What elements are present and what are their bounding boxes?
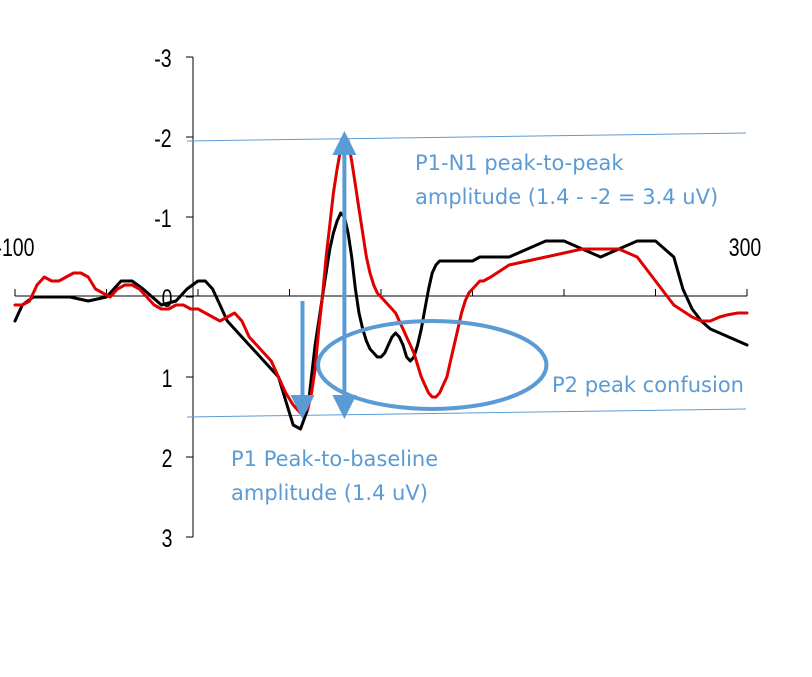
- annotation-peak-to-peak: P1-N1 peak-to-peak amplitude (1.4 - -2 =…: [415, 151, 718, 209]
- y-tick-label: -2: [154, 125, 171, 153]
- reference-line-1: [186, 132, 747, 142]
- x-tick-label-max: 300: [729, 234, 762, 262]
- annotation-peak-to-peak-line1: P1-N1 peak-to-peak: [415, 151, 624, 175]
- y-tick-labels: -3 -2 -1 0 1 2 3: [154, 45, 172, 553]
- reference-line-2: [186, 408, 747, 418]
- annotation-baseline-line1: P1 Peak-to-baseline: [231, 447, 438, 471]
- annotation-p2-confusion-line1: P2 peak confusion: [552, 373, 744, 397]
- y-tick-label: -1: [154, 205, 171, 233]
- y-tick-label: 0: [162, 285, 173, 313]
- annotation-markers: [290, 131, 549, 419]
- annotation-p2-confusion: P2 peak confusion: [552, 373, 744, 397]
- y-tick-label: -3: [154, 45, 171, 73]
- y-tick-label: 2: [162, 445, 173, 473]
- annotation-baseline: P1 Peak-to-baseline amplitude (1.4 uV): [231, 447, 438, 505]
- y-axis-ticks: [186, 56, 193, 538]
- x-tick-label-min: -100: [0, 234, 34, 262]
- series-line-1: [13, 211, 749, 431]
- annotation-baseline-line2: amplitude (1.4 uV): [231, 481, 428, 505]
- series-line-2: [13, 135, 749, 415]
- p2-confusion-ellipse: [316, 319, 549, 411]
- reference-lines: [186, 132, 747, 418]
- annotation-peak-to-peak-line2: amplitude (1.4 - -2 = 3.4 uV): [415, 185, 718, 209]
- y-tick-label: 3: [162, 525, 173, 553]
- y-tick-label: 1: [162, 365, 173, 393]
- x-tick-labels: -100 300: [0, 234, 761, 262]
